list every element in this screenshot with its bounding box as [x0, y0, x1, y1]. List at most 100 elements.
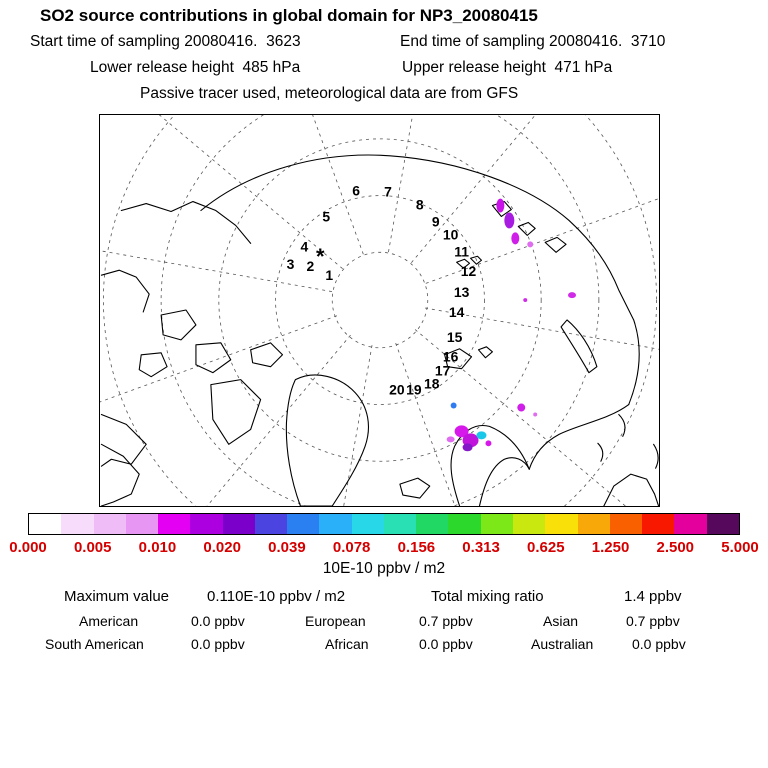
- region-european-label: European: [305, 613, 366, 629]
- colorbar-segment: [383, 514, 417, 534]
- colorbar-segment: [190, 514, 223, 534]
- region-australian-label: Australian: [531, 636, 594, 652]
- region-australian-value: 0.0 ppbv: [632, 636, 686, 652]
- concentration-blob: [533, 412, 538, 417]
- drift-track-label: 13: [454, 284, 470, 300]
- drift-track-label: 16: [443, 349, 459, 365]
- colorbar-tick-label: 1.250: [591, 539, 630, 556]
- colorbar-segment: [674, 514, 707, 534]
- drift-track-label: 8: [416, 197, 424, 213]
- figure-title: SO2 source contributions in global domai…: [40, 6, 538, 25]
- colorbar-tick-label: 0.010: [138, 539, 177, 556]
- colorbar-segment: [319, 514, 352, 534]
- drift-track-label: 11: [454, 243, 469, 259]
- concentration-blob: [523, 298, 528, 303]
- maximum-value: 0.110E-10 ppbv / m2: [207, 588, 346, 605]
- drift-track-label: 20: [389, 382, 405, 398]
- colorbar-segment: [29, 514, 62, 534]
- concentration-blob: [527, 241, 534, 248]
- drift-track-label: 3: [287, 256, 295, 272]
- colorbar-tick-labels: 0.000 0.005 0.010 0.020 0.039 0.078 0.156 0.313…: [9, 539, 759, 557]
- total-mixing-ratio-value: 1.4 ppbv: [624, 588, 682, 605]
- region-african-label: African: [325, 636, 369, 652]
- colorbar-segment: [61, 514, 94, 534]
- region-american-label: American: [79, 613, 139, 629]
- drift-track-label: 2: [306, 258, 314, 274]
- colorbar-segment: [609, 514, 643, 534]
- drift-track-label: 12: [461, 263, 477, 279]
- colorbar-segment: [125, 514, 159, 534]
- concentration-blob: [462, 443, 473, 452]
- drift-track-label: 14: [449, 304, 465, 320]
- region-american-value: 0.0 ppbv: [191, 613, 245, 629]
- region-european-value: 0.7 ppbv: [419, 613, 473, 629]
- drift-track-label: 9: [432, 213, 440, 229]
- colorbar-segment: [512, 514, 546, 534]
- maximum-value-label: Maximum value: [64, 588, 170, 605]
- colorbar-segment: [287, 514, 320, 534]
- drift-track-label: 19: [406, 382, 422, 398]
- drift-track-label: 15: [447, 329, 463, 345]
- colorbar-segment: [480, 514, 513, 534]
- end-time-label: End time of sampling 20080416. 3710: [400, 33, 666, 50]
- region-asian-label: Asian: [543, 613, 579, 629]
- colorbar-tick-label: 5.000: [721, 539, 759, 556]
- drift-track-label: 10: [443, 226, 459, 242]
- graticule-parallels: [103, 115, 657, 506]
- concentration-blob: [446, 436, 455, 443]
- pole-cap: [334, 254, 426, 346]
- coastlines: [100, 154, 659, 506]
- concentration-blob: [485, 440, 492, 447]
- concentration-blob: [568, 292, 576, 299]
- concentration-blob: [517, 403, 526, 412]
- region-asian-value: 0.7 ppbv: [626, 613, 680, 629]
- drift-track-label: 6: [352, 183, 360, 199]
- start-time-label: Start time of sampling 20080416. 3623: [30, 33, 301, 50]
- region-south-american-value: 0.0 ppbv: [191, 636, 245, 652]
- drift-track-label: 17: [435, 363, 451, 379]
- colorbar-tick-label: 0.156: [397, 539, 436, 556]
- colorbar-segment: [706, 514, 739, 534]
- region-african-value: 0.0 ppbv: [419, 636, 473, 652]
- concentration-blob: [476, 431, 487, 440]
- concentration-blob: [450, 402, 457, 409]
- colorbar-segment: [448, 514, 481, 534]
- drift-track-label: 4: [301, 238, 309, 254]
- colorbar-tick-label: 0.039: [268, 539, 306, 556]
- colorbar-tick-label: 2.500: [656, 539, 695, 556]
- region-south-american-label: South American: [45, 636, 144, 652]
- drift-track-label: 1: [325, 267, 333, 283]
- colorbar-segment: [545, 514, 578, 534]
- concentration-blob: [504, 212, 515, 229]
- colorbar-tick-label: 0.625: [527, 539, 565, 556]
- colorbar-tick-label: 0.020: [203, 539, 241, 556]
- colorbar-segment: [222, 514, 255, 534]
- colorbar-tick-label: 0.313: [462, 539, 500, 556]
- concentration-blob: [511, 232, 520, 245]
- colorbar-segment: [577, 514, 610, 534]
- colorbar-segment: [351, 514, 384, 534]
- colorbar-segment: [254, 514, 288, 534]
- colorbar-segment: [158, 514, 191, 534]
- drift-track-label: 7: [384, 184, 392, 200]
- concentration-blob: [454, 425, 469, 438]
- lower-release-label: Lower release height 485 hPa: [90, 59, 301, 76]
- concentration-blob: [496, 198, 505, 213]
- colorbar-units-label: 10E-10 ppbv / m2: [322, 560, 446, 577]
- colorbar-tick-label: 0.000: [9, 539, 47, 556]
- colorbar-segment: [93, 514, 126, 534]
- drift-track-label: 5: [322, 208, 330, 224]
- colorbar-segment: [642, 514, 675, 534]
- total-mixing-ratio-label: Total mixing ratio: [431, 588, 544, 605]
- drift-track-label: 18: [424, 376, 440, 392]
- colorbar-segment: [416, 514, 449, 534]
- colorbar-tick-label: 0.005: [73, 539, 112, 556]
- colorbar: [28, 513, 740, 535]
- upper-release-label: Upper release height 471 hPa: [402, 59, 613, 76]
- colorbar-tick-label: 0.078: [332, 539, 371, 556]
- source-location-marker: *: [316, 244, 325, 269]
- polar-map: 1 2 3 4 5 6 7 8 9 10 11 12 13 14 15 16 17 18 19 20 *: [99, 114, 660, 507]
